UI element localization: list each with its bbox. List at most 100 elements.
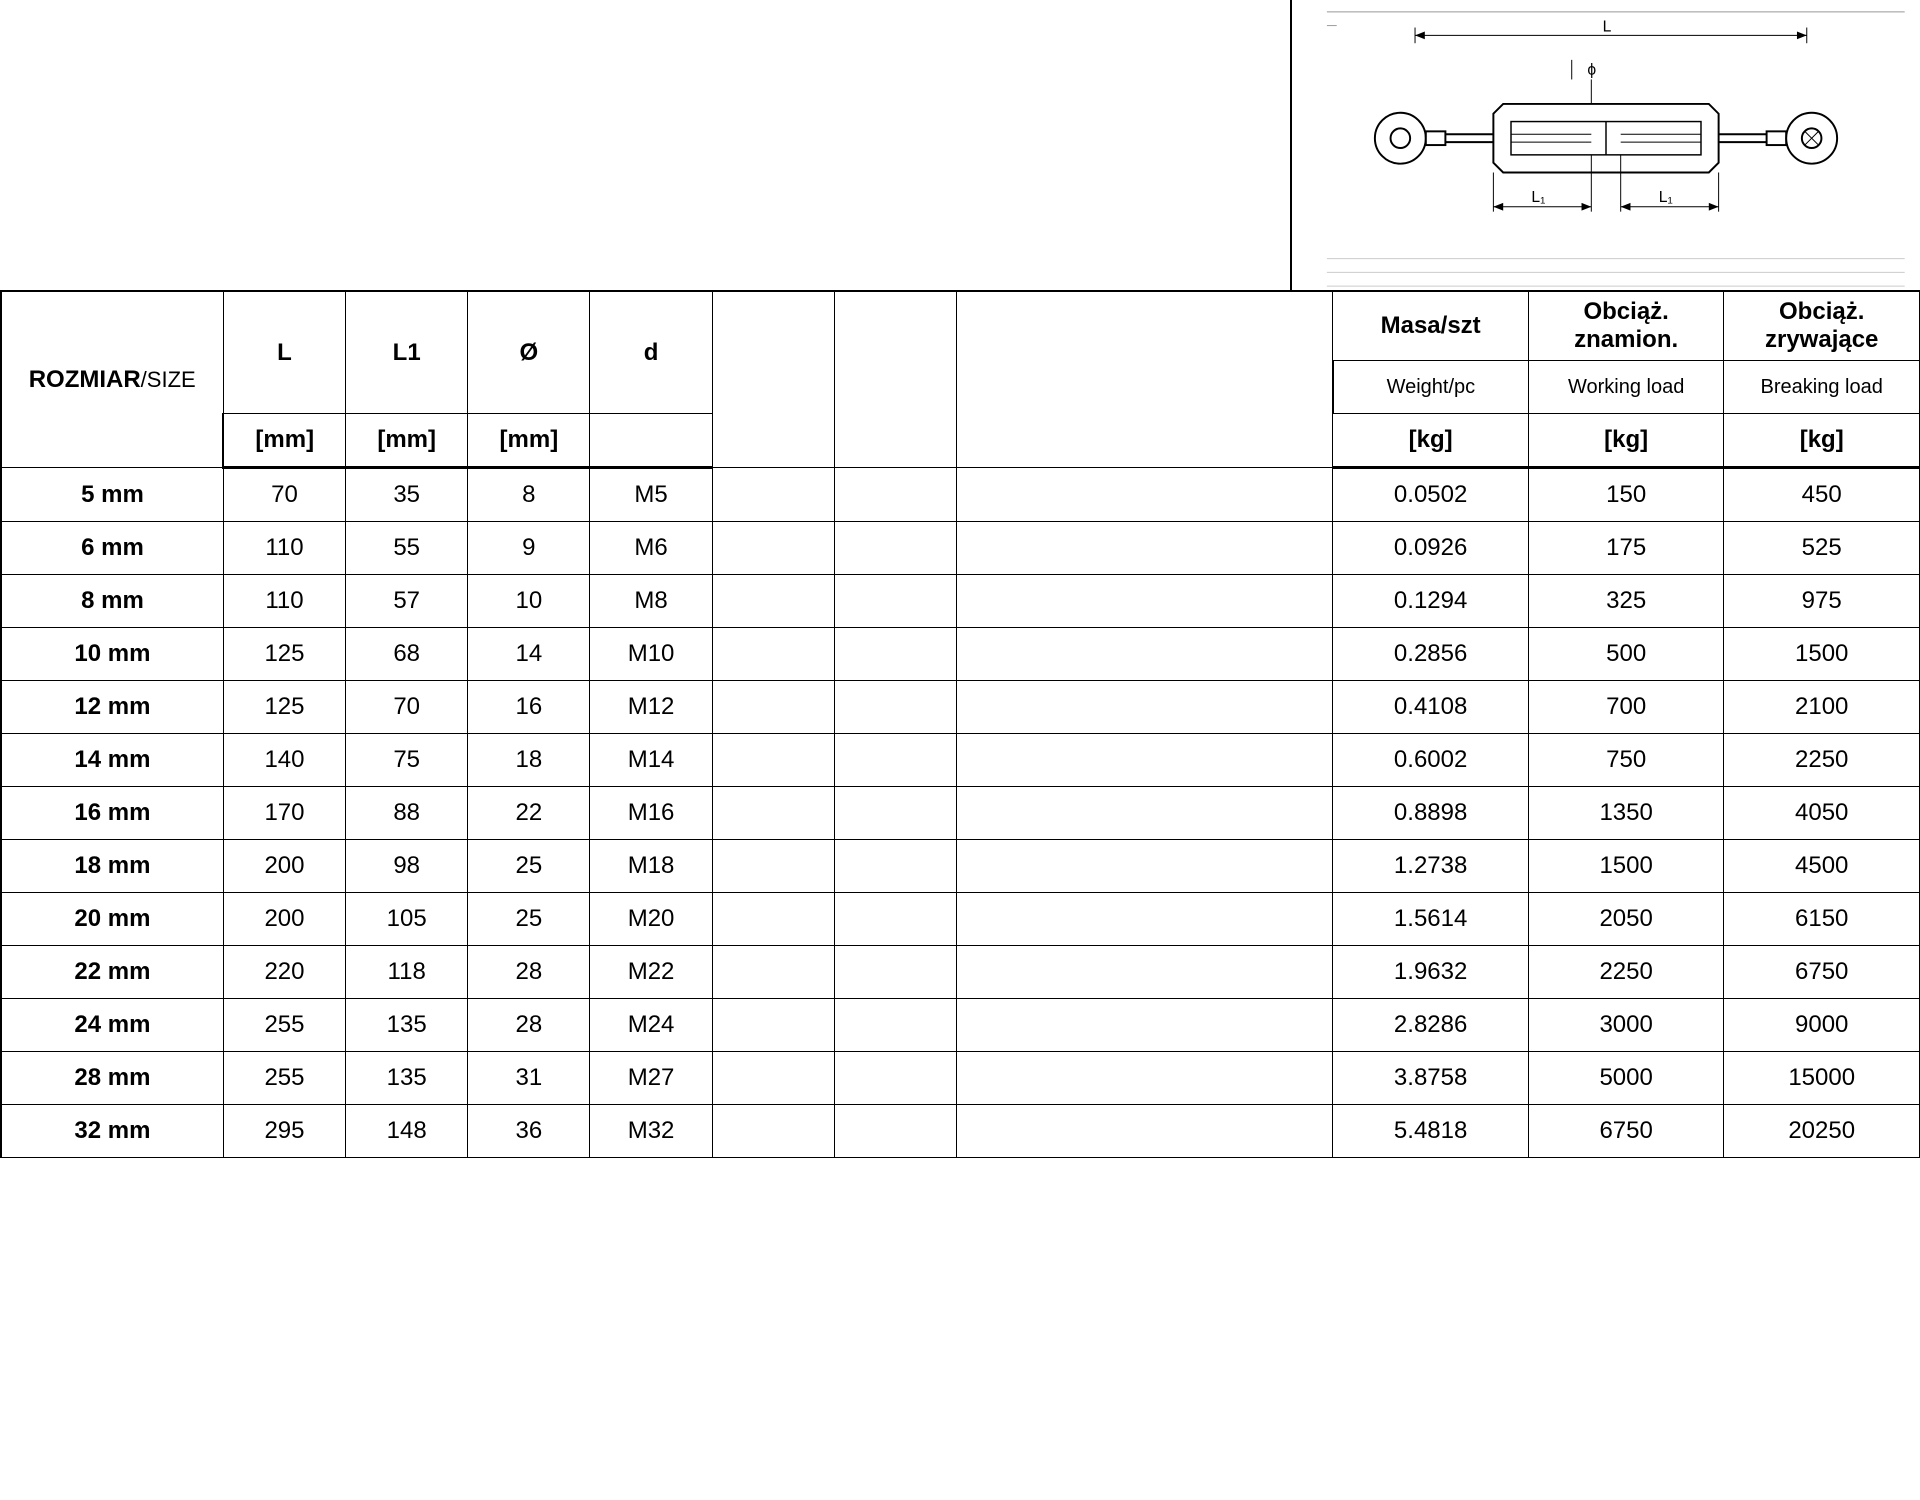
cell-L: 140 [223, 734, 345, 787]
cell-L1: 75 [346, 734, 468, 787]
cell-break: 4050 [1724, 787, 1920, 840]
cell-phi: 31 [468, 1052, 590, 1105]
cell-L: 70 [223, 468, 345, 522]
cell-phi: 10 [468, 575, 590, 628]
table-header: ROZMIAR/SIZE L L1 Ø d Masa/szt Obciąż. z… [1, 291, 1920, 468]
cell-L: 255 [223, 999, 345, 1052]
cell-L: 125 [223, 681, 345, 734]
cell-phi: 22 [468, 787, 590, 840]
header-size: ROZMIAR/SIZE [1, 291, 223, 468]
cell-size: 22 mm [1, 946, 223, 999]
cell-work: 5000 [1528, 1052, 1724, 1105]
cell-break: 975 [1724, 575, 1920, 628]
cell-L: 220 [223, 946, 345, 999]
cell-phi: 28 [468, 946, 590, 999]
cell-blank1 [712, 1105, 834, 1158]
table-row: 8 mm1105710M80.1294325975 [1, 575, 1920, 628]
cell-mass: 0.8898 [1333, 787, 1529, 840]
diagram-strip: L ϕ [0, 0, 1920, 290]
cell-gap [957, 787, 1333, 840]
unit-d [590, 414, 712, 468]
cell-mass: 0.0926 [1333, 522, 1529, 575]
cell-work: 2250 [1528, 946, 1724, 999]
cell-L1: 148 [346, 1105, 468, 1158]
header-work-en: Working load [1528, 361, 1724, 414]
header-size-en: /SIZE [141, 367, 196, 392]
cell-mass: 0.1294 [1333, 575, 1529, 628]
cell-L1: 68 [346, 628, 468, 681]
table-row: 5 mm70358M50.0502150450 [1, 468, 1920, 522]
turnbuckle-diagram: L ϕ [1290, 0, 1920, 290]
cell-gap [957, 734, 1333, 787]
cell-mass: 2.8286 [1333, 999, 1529, 1052]
cell-L1: 118 [346, 946, 468, 999]
cell-L: 200 [223, 893, 345, 946]
cell-L: 170 [223, 787, 345, 840]
cell-mass: 0.0502 [1333, 468, 1529, 522]
diagram-label-L: L [1603, 18, 1612, 35]
cell-blank1 [712, 522, 834, 575]
table-row: 16 mm1708822M160.889813504050 [1, 787, 1920, 840]
cell-L1: 135 [346, 1052, 468, 1105]
cell-blank2 [834, 575, 956, 628]
cell-d: M14 [590, 734, 712, 787]
cell-d: M12 [590, 681, 712, 734]
cell-work: 175 [1528, 522, 1724, 575]
cell-L: 125 [223, 628, 345, 681]
cell-size: 28 mm [1, 1052, 223, 1105]
cell-L1: 70 [346, 681, 468, 734]
cell-L1: 135 [346, 999, 468, 1052]
unit-phi: [mm] [468, 414, 590, 468]
header-d: d [590, 291, 712, 414]
cell-break: 20250 [1724, 1105, 1920, 1158]
turnbuckle-svg: L ϕ [1292, 6, 1920, 290]
cell-gap [957, 999, 1333, 1052]
cell-mass: 0.6002 [1333, 734, 1529, 787]
cell-work: 150 [1528, 468, 1724, 522]
cell-d: M8 [590, 575, 712, 628]
cell-d: M5 [590, 468, 712, 522]
cell-blank1 [712, 1052, 834, 1105]
header-blank1 [712, 291, 834, 468]
cell-mass: 1.9632 [1333, 946, 1529, 999]
cell-break: 1500 [1724, 628, 1920, 681]
cell-L: 110 [223, 522, 345, 575]
cell-size: 10 mm [1, 628, 223, 681]
diagram-label-L1-right: L₁ [1659, 189, 1673, 206]
cell-work: 1350 [1528, 787, 1724, 840]
cell-blank1 [712, 787, 834, 840]
cell-phi: 9 [468, 522, 590, 575]
header-mass-pl: Masa/szt [1333, 291, 1529, 361]
cell-blank1 [712, 893, 834, 946]
cell-size: 20 mm [1, 893, 223, 946]
cell-blank2 [834, 628, 956, 681]
cell-size: 12 mm [1, 681, 223, 734]
table-row: 18 mm2009825M181.273815004500 [1, 840, 1920, 893]
cell-gap [957, 681, 1333, 734]
cell-gap [957, 468, 1333, 522]
cell-phi: 8 [468, 468, 590, 522]
table-row: 32 mm29514836M325.4818675020250 [1, 1105, 1920, 1158]
cell-d: M6 [590, 522, 712, 575]
cell-L: 255 [223, 1052, 345, 1105]
cell-phi: 18 [468, 734, 590, 787]
cell-blank2 [834, 468, 956, 522]
cell-break: 6150 [1724, 893, 1920, 946]
cell-mass: 5.4818 [1333, 1105, 1529, 1158]
cell-size: 32 mm [1, 1105, 223, 1158]
cell-blank2 [834, 946, 956, 999]
unit-mass: [kg] [1333, 414, 1529, 468]
cell-gap [957, 946, 1333, 999]
unit-break: [kg] [1724, 414, 1920, 468]
header-phi: Ø [468, 291, 590, 414]
table-row: 28 mm25513531M273.8758500015000 [1, 1052, 1920, 1105]
cell-gap [957, 522, 1333, 575]
cell-gap [957, 893, 1333, 946]
cell-mass: 0.2856 [1333, 628, 1529, 681]
cell-break: 2250 [1724, 734, 1920, 787]
cell-L1: 105 [346, 893, 468, 946]
cell-L1: 98 [346, 840, 468, 893]
cell-work: 3000 [1528, 999, 1724, 1052]
table-row: 20 mm20010525M201.561420506150 [1, 893, 1920, 946]
header-break-pl: Obciąż. zrywające [1724, 291, 1920, 361]
